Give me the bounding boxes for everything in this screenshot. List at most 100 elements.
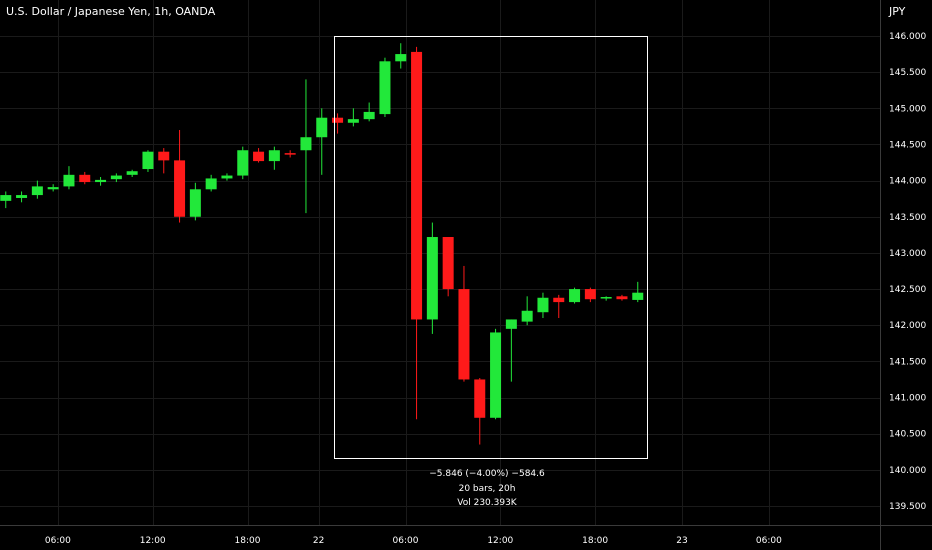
- candles: [0, 43, 644, 445]
- price-tick-label: 144.000: [889, 177, 926, 187]
- time-tick-label: 12:00: [487, 536, 513, 546]
- candle-up: [205, 174, 217, 192]
- candle-body: [268, 150, 280, 162]
- candle-down: [616, 294, 628, 301]
- candle-body: [284, 153, 296, 155]
- candle-up: [521, 296, 533, 326]
- candle-down: [284, 150, 296, 158]
- candle-up: [126, 169, 138, 177]
- price-tick-label: 140.000: [889, 466, 926, 476]
- price-tick-label: 141.000: [889, 394, 926, 404]
- candle-down: [79, 171, 91, 185]
- candle-body: [347, 119, 359, 123]
- candle-body: [205, 178, 217, 190]
- price-tick-label: 144.500: [889, 140, 926, 150]
- candle-body: [600, 297, 612, 299]
- candle-body: [63, 174, 75, 187]
- candle-down: [253, 148, 265, 163]
- candle-down: [332, 113, 344, 134]
- candle-body: [411, 51, 423, 320]
- candle-body: [174, 160, 186, 217]
- candle-body: [584, 289, 596, 300]
- price-tick-label: 142.000: [889, 321, 926, 331]
- measure-change-label: −5.846 (−4.00%) −584.6: [429, 469, 545, 479]
- candle-up: [316, 108, 328, 175]
- candle-down: [584, 287, 596, 303]
- candle-down: [174, 130, 186, 223]
- candle-up: [142, 150, 154, 172]
- candle-up: [31, 180, 43, 199]
- candle-body: [553, 297, 565, 303]
- candle-body: [79, 174, 91, 183]
- candle-up: [569, 287, 581, 304]
- candle-body: [237, 150, 249, 176]
- candle-body: [126, 171, 138, 175]
- candle-up: [16, 191, 28, 203]
- time-tick-label: 18:00: [235, 536, 261, 546]
- time-tick-label: 12:00: [140, 536, 166, 546]
- candle-body: [221, 175, 233, 179]
- candle-body: [158, 151, 170, 161]
- price-axis-unit: JPY: [889, 5, 906, 18]
- candle-up: [189, 182, 201, 221]
- candle-body: [253, 151, 265, 162]
- candle-body: [442, 237, 454, 290]
- candle-up: [600, 296, 612, 301]
- candle-body: [47, 187, 59, 190]
- candle-up: [268, 146, 280, 170]
- candle-body: [521, 310, 533, 322]
- price-tick-label: 140.500: [889, 430, 926, 440]
- candle-body: [632, 292, 644, 300]
- candle-body: [395, 54, 407, 62]
- time-tick-label: 22: [313, 536, 324, 546]
- candle-body: [316, 117, 328, 138]
- candle-up: [505, 319, 517, 382]
- candle-body: [505, 319, 517, 329]
- candle-up: [379, 57, 391, 117]
- price-tick-label: 145.000: [889, 104, 926, 114]
- candle-up: [47, 184, 59, 192]
- candle-down: [411, 46, 423, 420]
- price-tick-label: 143.500: [889, 213, 926, 223]
- candle-up: [63, 166, 75, 190]
- candle-up: [221, 173, 233, 181]
- candle-body: [16, 195, 28, 198]
- candle-down: [158, 148, 170, 174]
- time-tick-label: 18:00: [582, 536, 608, 546]
- candle-body: [332, 117, 344, 123]
- price-tick-label: 142.500: [889, 285, 926, 295]
- candle-up: [110, 173, 122, 183]
- price-tick-label: 139.500: [889, 502, 926, 512]
- candle-body: [189, 189, 201, 217]
- candle-body: [31, 186, 43, 196]
- time-axis-labels: 06:00 12:00 18:00 22 06:00 12:00 18:00 23 06:00: [45, 536, 782, 546]
- candle-body: [426, 237, 438, 320]
- candle-body: [142, 151, 154, 170]
- candle-body: [110, 175, 122, 180]
- candle-body: [490, 332, 502, 418]
- measure-box[interactable]: [334, 36, 648, 459]
- time-tick-label: 06:00: [45, 536, 71, 546]
- candle-body: [569, 289, 581, 303]
- candle-up: [395, 43, 407, 69]
- candle-body: [458, 289, 470, 380]
- candle-body: [363, 111, 375, 120]
- price-tick-label: 141.500: [889, 357, 926, 367]
- candle-up: [300, 79, 312, 214]
- time-tick-label: 06:00: [756, 536, 782, 546]
- measure-bars-label: 20 bars, 20h: [458, 484, 516, 494]
- candle-body: [300, 137, 312, 151]
- candle-body: [379, 61, 391, 115]
- time-tick-label: 06:00: [393, 536, 419, 546]
- measure-volume-label: Vol 230.393K: [457, 498, 517, 508]
- candle-body: [537, 297, 549, 313]
- candle-up: [95, 177, 107, 186]
- price-tick-label: 145.500: [889, 68, 926, 78]
- candle-up: [632, 281, 644, 303]
- candle-up: [347, 108, 359, 127]
- candle-up: [363, 102, 375, 122]
- candle-up: [426, 222, 438, 334]
- candle-up: [490, 328, 502, 420]
- candle-up: [0, 191, 12, 209]
